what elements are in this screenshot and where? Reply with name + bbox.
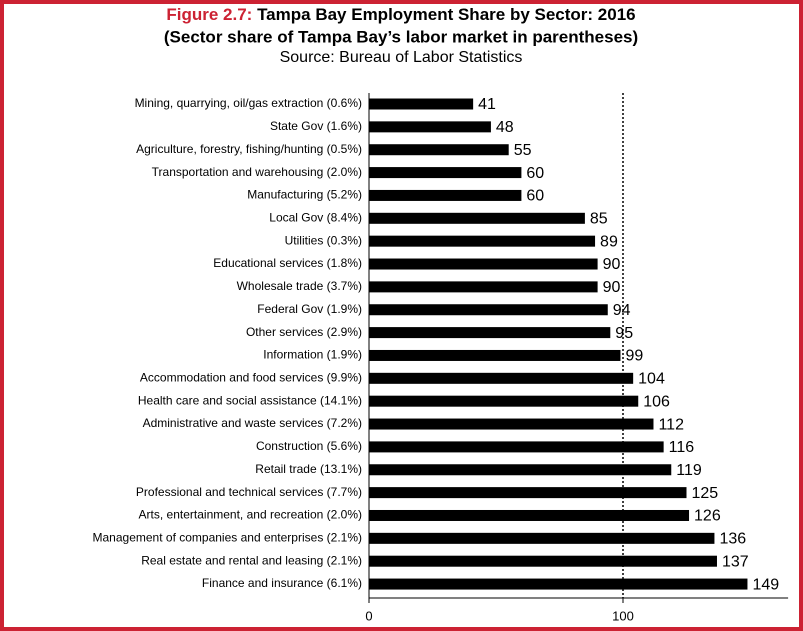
bar [369,509,690,521]
y-tick-label: State Gov (1.6%) [270,119,362,133]
data-label: 149 [752,576,779,593]
bar [369,441,664,453]
y-tick-label: Administrative and waste services (7.2%) [143,416,362,430]
data-label: 119 [676,462,702,479]
data-label: 41 [478,96,496,113]
bar [369,578,748,590]
x-tick-label: 100 [612,608,634,623]
title-label: Figure 2.7: [166,5,252,24]
bar [369,258,598,270]
data-label: 89 [600,233,618,250]
bar [369,395,639,407]
bar [369,487,687,499]
y-tick-label: Retail trade (13.1%) [255,462,362,476]
y-tick-label: Construction (5.6%) [256,439,362,453]
y-tick-label: Local Gov (8.4%) [269,210,362,224]
y-tick-label: Management of companies and enterprises … [93,531,362,545]
bar [369,418,654,430]
data-label: 116 [669,439,695,456]
y-tick-label: Educational services (1.8%) [213,256,362,270]
y-tick-label: Wholesale trade (3.7%) [237,279,362,293]
data-label: 95 [615,325,633,342]
data-label: 137 [722,553,749,570]
data-label: 99 [625,348,643,365]
bar [369,372,634,384]
data-label: 125 [692,485,719,502]
bar [369,144,509,156]
y-tick-label: Mining, quarrying, oil/gas extraction (0… [135,96,362,110]
data-label: 126 [694,508,721,525]
y-tick-label: Real estate and rental and leasing (2.1%… [141,553,362,567]
bar [369,327,611,339]
y-tick-label: Manufacturing (5.2%) [247,188,362,202]
data-label: 48 [496,119,514,136]
y-tick-label: Finance and insurance (6.1%) [202,576,362,590]
bar [369,304,608,316]
bar [369,235,596,247]
title-text: Tampa Bay Employment Share by Sector: 20… [257,5,636,24]
bar [369,98,474,110]
data-label: 106 [643,393,670,410]
y-tick-label: Arts, entertainment, and recreation (2.0… [139,508,362,522]
bar [369,532,715,544]
data-label: 60 [526,188,544,205]
data-label: 90 [603,256,621,273]
data-label: 112 [658,416,684,433]
chart-title-line2: (Sector share of Tampa Bay’s labor marke… [164,27,638,46]
data-label: 90 [603,279,621,296]
y-tick-label: Accommodation and food services (9.9%) [140,370,362,384]
y-tick-label: Utilities (0.3%) [285,233,362,247]
chart-title: Figure 2.7: Tampa Bay Employment Share b… [166,5,635,24]
y-tick-label: Agriculture, forestry, fishing/hunting (… [136,142,362,156]
y-tick-label: Professional and technical services (7.7… [136,485,362,499]
chart-subtitle: Source: Bureau of Labor Statistics [280,49,523,66]
x-tick-label: 0 [365,608,372,623]
data-label: 136 [719,531,746,548]
y-tick-label: Other services (2.9%) [246,325,362,339]
y-tick-label: Information (1.9%) [263,348,362,362]
y-tick-label: Health care and social assistance (14.1%… [138,393,362,407]
bar [369,121,491,133]
data-label: 94 [613,302,631,319]
y-tick-label: Transportation and warehousing (2.0%) [152,165,362,179]
bar [369,167,522,179]
bar [369,464,672,476]
y-tick-label: Federal Gov (1.9%) [257,302,362,316]
data-label: 60 [526,165,544,182]
bar [369,281,598,293]
bar [369,349,621,361]
data-label: 104 [638,371,665,388]
bar [369,189,522,201]
data-label: 85 [590,211,608,228]
bar [369,555,717,567]
bar [369,212,585,224]
data-label: 55 [514,142,532,159]
